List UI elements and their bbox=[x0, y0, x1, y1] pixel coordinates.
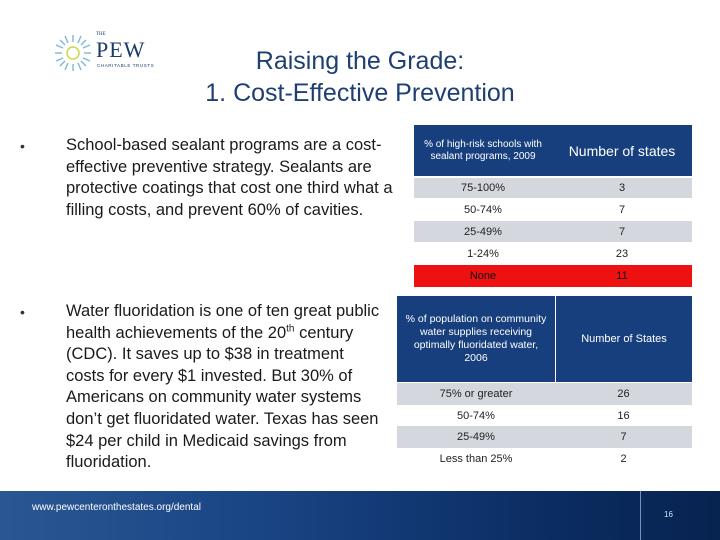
bullet-marker-2: • bbox=[20, 304, 25, 320]
table-row: 50-74% 16 bbox=[397, 405, 692, 426]
fluoride-cell-count: 7 bbox=[620, 431, 627, 443]
title-line-1: Raising the Grade: bbox=[255, 47, 465, 75]
table-row: 50-74% 7 bbox=[414, 199, 692, 220]
table-row: Less than 25% 2 bbox=[397, 448, 692, 470]
sealant-col-header-percent: % of high-risk schools with sealant prog… bbox=[414, 125, 552, 176]
bullet-fluoridation-body-1: is one of ten great public health achiev… bbox=[66, 302, 380, 342]
fluoride-cell-range: 75% or greater bbox=[439, 388, 513, 400]
sealant-cell-count: 7 bbox=[618, 203, 626, 216]
table-row-highlighted: None 11 bbox=[414, 265, 692, 287]
sealant-cell-count: 7 bbox=[618, 225, 626, 238]
fluoride-cell-range: Less than 25% bbox=[439, 453, 513, 465]
sunburst-logo-icon bbox=[55, 35, 91, 71]
bullet-fluoridation-body-2: century (CDC). It saves up to $38 in tre… bbox=[66, 323, 379, 472]
sealant-col-header-states: Number of states bbox=[552, 125, 692, 176]
footer-url: www.pewcenteronthestates.org/dental bbox=[32, 502, 201, 513]
fluoride-cell-range: 50-74% bbox=[457, 409, 495, 422]
footer-divider bbox=[640, 491, 641, 540]
sealant-cell-count: 11 bbox=[616, 270, 628, 282]
sealant-cell-range: 1-24% bbox=[467, 247, 499, 260]
logo-subtitle: CHARITABLE TRUSTS bbox=[97, 63, 155, 68]
title-line-2: 1. Cost-Effective Prevention bbox=[205, 79, 515, 107]
logo-prefix: THE bbox=[96, 32, 106, 37]
fluoride-cell-count: 26 bbox=[617, 388, 630, 400]
sealant-table-header: % of high-risk schools with sealant prog… bbox=[414, 125, 692, 176]
sealant-cell-count: 23 bbox=[615, 247, 629, 260]
logo-name: PEW bbox=[96, 37, 146, 62]
bullet-sealants-body: are a cost-effective preventive strategy… bbox=[66, 136, 393, 219]
table-row: 25-49% 7 bbox=[414, 221, 692, 242]
bullet-sealants-lead: School-based sealant programs bbox=[66, 136, 299, 154]
bullet-fluoridation-lead: Water fluoridation bbox=[66, 302, 195, 320]
fluoride-table-header: % of population on community water suppl… bbox=[397, 296, 692, 382]
sealant-cell-range: None bbox=[469, 270, 497, 282]
table-row: 1-24% 23 bbox=[414, 243, 692, 264]
table-row: 25-49% 7 bbox=[397, 426, 692, 448]
fluoride-col-header-percent: % of population on community water suppl… bbox=[397, 296, 555, 382]
footer-band bbox=[0, 491, 720, 540]
fluoride-table: % of population on community water suppl… bbox=[397, 296, 692, 471]
bullet-fluoridation: Water fluoridation is one of ten great p… bbox=[66, 301, 386, 474]
sealant-cell-range: 25-49% bbox=[464, 225, 502, 238]
fluoride-cell-count: 16 bbox=[617, 409, 630, 422]
page-number: 16 bbox=[664, 510, 673, 519]
table-row: 75% or greater 26 bbox=[397, 383, 692, 405]
sealant-cell-count: 3 bbox=[618, 182, 626, 194]
fluoride-col-header-states: Number of States bbox=[555, 296, 692, 382]
bullet-marker-1: • bbox=[20, 138, 25, 154]
fluoride-cell-count: 2 bbox=[620, 453, 627, 465]
sealant-table: % of high-risk schools with sealant prog… bbox=[414, 125, 692, 287]
sealant-cell-range: 50-74% bbox=[464, 203, 502, 216]
fluoride-cell-range: 25-49% bbox=[457, 431, 495, 443]
sealant-cell-range: 75-100% bbox=[460, 182, 506, 194]
bullet-sealants: School-based sealant programs are a cost… bbox=[66, 135, 396, 221]
bullet-fluoridation-superscript: th bbox=[286, 323, 295, 335]
table-row: 75-100% 3 bbox=[414, 177, 692, 198]
slide-title: Raising the Grade: 1. Cost-Effective Pre… bbox=[150, 45, 570, 109]
pew-logo: THE PEW CHARITABLE TRUSTS bbox=[52, 32, 162, 72]
